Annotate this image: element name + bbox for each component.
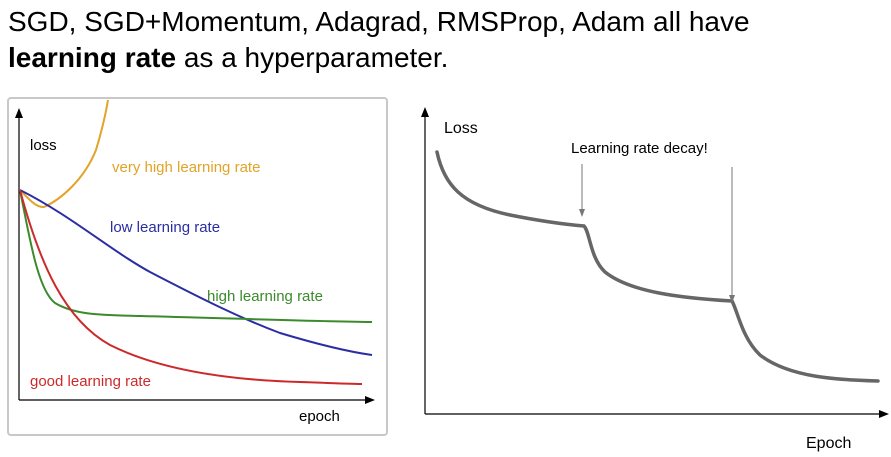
right-plot: Loss Epoch Learning rate decay!: [421, 107, 889, 452]
decay-annotation: Learning rate decay!: [571, 140, 708, 157]
right-x-label: Epoch: [806, 435, 851, 452]
label-low-learning-rate: low learning rate: [110, 219, 220, 236]
left-plot: loss epoch very high learning rate low l…: [15, 99, 375, 425]
curve-high-learning-rate: [19, 189, 373, 323]
slide-title: SGD, SGD+Momentum, Adagrad, RMSProp, Ada…: [8, 4, 750, 76]
curve-very-high-learning-rate: [19, 99, 109, 209]
left-y-label: loss: [30, 137, 57, 154]
label-good-learning-rate: good learning rate: [30, 373, 151, 390]
title-line-2: learning rate as a hyperparameter.: [8, 40, 750, 76]
left-plot-frame: [7, 97, 388, 436]
right-y-label: Loss: [444, 120, 478, 137]
left-x-label: epoch: [299, 408, 340, 425]
label-high-learning-rate: high learning rate: [207, 288, 323, 305]
title-line-1: SGD, SGD+Momentum, Adagrad, RMSProp, Ada…: [8, 6, 750, 37]
curve-low-learning-rate: [19, 189, 373, 356]
label-very-high-learning-rate: very high learning rate: [112, 159, 260, 176]
loss-step-decay-curve: [435, 150, 880, 383]
curve-good-learning-rate: [19, 189, 363, 385]
title-rest-text: as a hyperparameter.: [176, 42, 449, 73]
title-bold-text: learning rate: [8, 42, 177, 73]
